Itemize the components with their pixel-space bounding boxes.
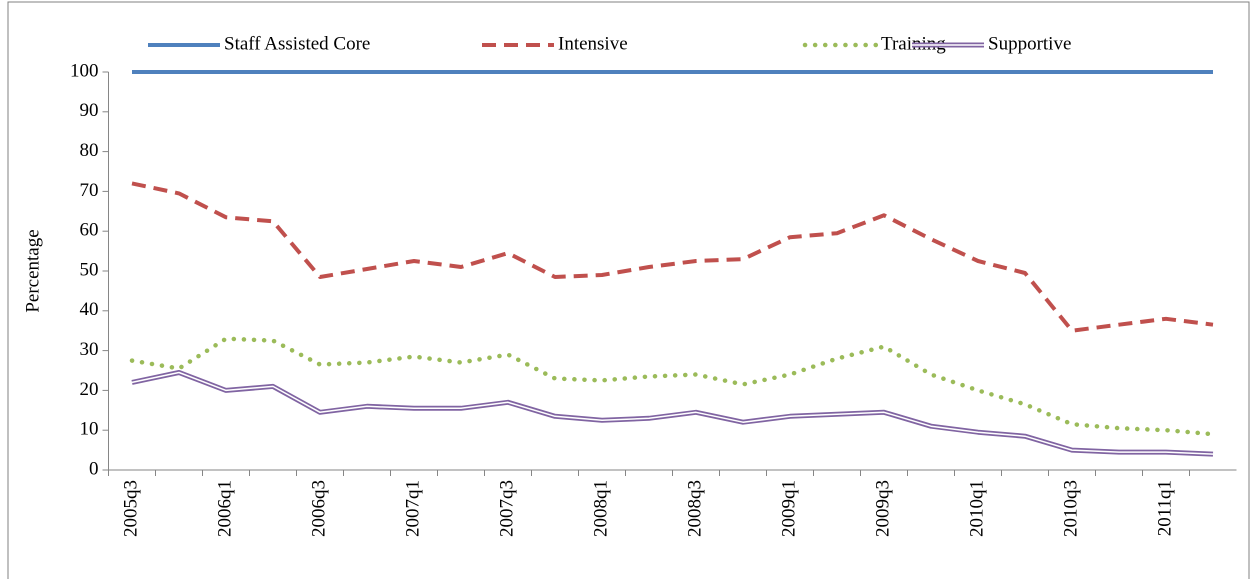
y-tick-label: 40 — [80, 299, 99, 320]
chart-frame — [7, 1, 1250, 579]
x-tick-label: 2009q3 — [872, 480, 893, 537]
x-tick-label: 2008q1 — [590, 480, 611, 537]
series-line-inner — [131, 371, 1214, 455]
y-tick-label: 90 — [80, 100, 99, 121]
y-tick-label: 70 — [80, 180, 99, 201]
y-axis-label: Percentage — [22, 229, 43, 312]
legend-label: Intensive — [558, 33, 628, 54]
y-tick-label: 60 — [80, 220, 99, 241]
legend-label: Staff Assisted Core — [224, 33, 370, 54]
y-tick-label: 0 — [89, 458, 99, 479]
x-tick-label: 2009q1 — [778, 480, 799, 537]
x-tick-label: 2010q3 — [1060, 480, 1081, 537]
y-tick-label: 30 — [80, 339, 99, 360]
y-tick-label: 50 — [80, 259, 99, 280]
x-tick-label: 2007q3 — [496, 480, 517, 537]
x-tick-label: 2008q3 — [684, 480, 705, 537]
x-tick-label: 2006q1 — [214, 480, 235, 537]
x-tick-label: 2007q1 — [402, 480, 423, 537]
y-tick-label: 20 — [80, 379, 99, 400]
x-tick-label: 2005q3 — [120, 480, 141, 537]
x-tick-label: 2010q1 — [966, 480, 987, 537]
y-tick-label: 100 — [70, 60, 99, 81]
legend-label: Supportive — [988, 33, 1071, 54]
x-tick-label: 2006q3 — [308, 480, 329, 537]
y-tick-label: 80 — [80, 140, 99, 161]
x-tick-label: 2011q1 — [1154, 480, 1175, 536]
series-line — [131, 181, 1214, 333]
y-tick-label: 10 — [80, 419, 99, 440]
